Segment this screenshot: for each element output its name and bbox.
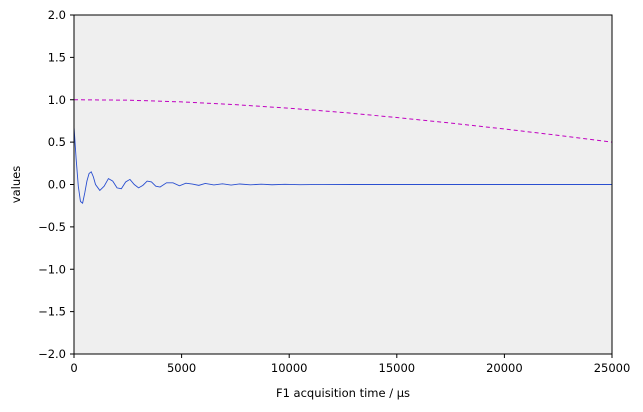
series-layer xyxy=(73,99,613,204)
series-line-1 xyxy=(73,126,612,204)
y-tick-label: 1.5 xyxy=(48,50,66,64)
x-tick-label: 5000 xyxy=(167,361,196,375)
y-tick-label: 1.0 xyxy=(48,93,66,107)
x-axis: 0 5000 10000 15000 20000 25000 xyxy=(70,354,630,375)
y-tick-label: −0.5 xyxy=(38,220,66,234)
y-tick-label: −2.0 xyxy=(38,347,66,361)
x-axis-label: F1 acquisition time / µs xyxy=(276,386,410,400)
y-tick-label: −1.5 xyxy=(38,305,66,319)
x-tick-label: 10000 xyxy=(271,361,308,375)
y-axis: −2.0 −1.5 −1.0 −0.5 0.0 0.5 1.0 1.5 2.0 xyxy=(38,8,74,361)
x-tick-label: 0 xyxy=(70,361,77,375)
y-tick-label: 0.5 xyxy=(48,135,66,149)
y-tick-label: 0.0 xyxy=(48,178,66,192)
y-tick-label: −1.0 xyxy=(38,262,66,276)
x-tick-label: 20000 xyxy=(486,361,523,375)
x-tick-label: 25000 xyxy=(594,361,631,375)
x-tick-label: 15000 xyxy=(379,361,416,375)
y-tick-label: 2.0 xyxy=(48,8,66,22)
series-line-0 xyxy=(73,99,613,143)
y-axis-label: values xyxy=(9,166,23,203)
